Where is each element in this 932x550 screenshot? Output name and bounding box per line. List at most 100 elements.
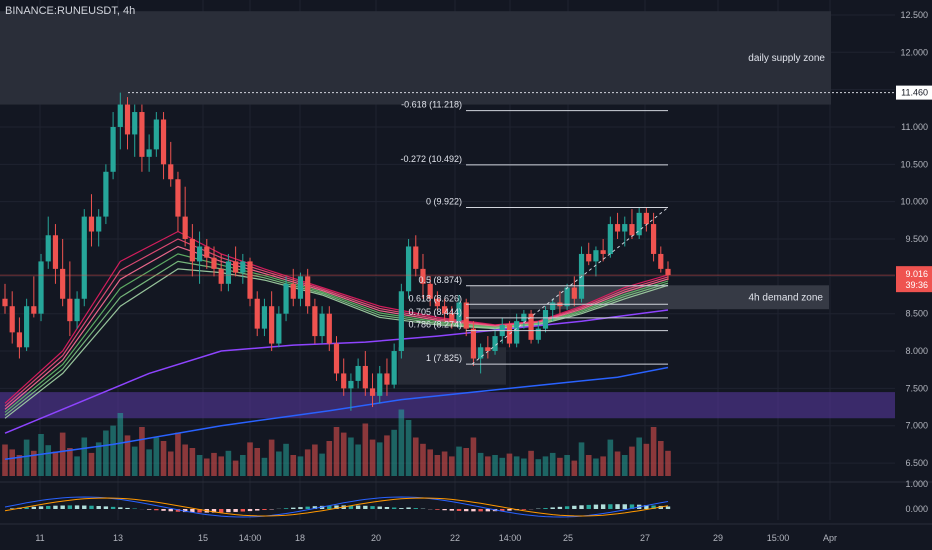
x-tick-label: 14:00 [499, 533, 522, 543]
candle-body [391, 351, 397, 385]
macd-hist-bar [377, 506, 382, 509]
volume-bar [124, 435, 131, 476]
candle-body [96, 216, 102, 232]
macd-hist-bar [435, 509, 440, 510]
macd-hist-bar [521, 509, 527, 510]
candle-body [470, 328, 477, 359]
candle-body [427, 283, 433, 299]
candle-body [60, 268, 66, 299]
candle-body [88, 216, 95, 232]
candle-body [658, 253, 664, 269]
macd-hist-bar [46, 505, 51, 509]
macd-hist-bar [132, 508, 137, 509]
y-tick-label: 7.500 [905, 383, 928, 393]
candle-body [16, 332, 23, 348]
y-tick-label: 10.000 [900, 197, 928, 207]
macd-hist-bar [464, 509, 469, 512]
macd-hist-bar [161, 509, 166, 511]
x-tick-label: 15:00 [767, 533, 790, 543]
volume-bar [657, 441, 664, 476]
candle-body [247, 261, 253, 299]
candle-body [384, 373, 390, 385]
candle-body [449, 313, 455, 322]
fib-level-label: 1 (7.825) [426, 353, 462, 363]
macd-hist-bar [175, 509, 181, 512]
interval-label: 4h [122, 5, 136, 17]
macd-hist-bar [471, 509, 476, 512]
volume-bar [470, 437, 477, 476]
candle-body [9, 306, 15, 333]
volume-bar [23, 439, 30, 476]
candle-body [146, 149, 152, 157]
candle-body [492, 336, 498, 352]
ema-ribbon-line [4, 268, 669, 419]
volume-bar [420, 443, 426, 476]
candle-body [319, 313, 325, 337]
volume-bar [131, 446, 138, 476]
macd-hist-bar [334, 505, 339, 509]
macd-hist-bar [384, 506, 390, 509]
candle-body [665, 268, 671, 276]
candle-body [182, 216, 188, 239]
candle-body [67, 298, 73, 322]
y-tick-label: 9.500 [905, 234, 928, 244]
candle-body [254, 298, 260, 329]
volume-bar [614, 451, 621, 476]
macd-hist-bar [96, 506, 101, 509]
candle-body [614, 224, 621, 232]
candle-body [160, 119, 167, 165]
volume-bar [506, 453, 513, 476]
x-tick-label: 11 [35, 533, 44, 543]
volume-bar [636, 437, 642, 476]
candle-body [362, 365, 368, 389]
volume-bar [477, 452, 484, 476]
fib-level-label: 0 (9.922) [426, 196, 462, 206]
price-badge-text: 9.016 [905, 269, 928, 279]
volume-bar [593, 458, 599, 476]
macd-hist-bar [564, 506, 570, 509]
candle-body [74, 298, 80, 322]
candle-body [261, 306, 268, 329]
volume-bar [276, 451, 282, 476]
volume-bar [52, 451, 59, 476]
ema-ribbon-line [4, 253, 669, 413]
macd-hist-bar [103, 506, 109, 509]
level-badge [896, 85, 932, 100]
macd-hist-bar [211, 509, 217, 513]
macd-hist-bar [593, 504, 599, 509]
volume-bar [319, 453, 325, 476]
macd-hist-bar [125, 507, 130, 509]
volume-bar [67, 448, 73, 476]
macd-signal-line [4, 497, 669, 517]
volume-bar [492, 455, 498, 476]
candle-body [528, 313, 534, 340]
macd-hist-bar [283, 508, 289, 509]
candle-body [218, 268, 224, 284]
macd-hist-bar [305, 506, 310, 509]
candle-body [478, 347, 484, 359]
candle-body [81, 216, 87, 299]
candle-body [153, 119, 159, 150]
y-tick-label: 12.000 [900, 47, 928, 57]
volume-bar [196, 455, 203, 476]
candle-body [405, 246, 412, 292]
volume-bar [218, 456, 224, 476]
volume-bar [348, 437, 354, 476]
volume-bar [312, 444, 318, 476]
volume-bar [146, 449, 152, 476]
candle-body [535, 328, 541, 340]
y-tick-label: 8.000 [905, 346, 928, 356]
candle-body [413, 246, 419, 269]
volume-bar [297, 456, 304, 476]
volume-bar [391, 429, 397, 476]
candle-body [506, 324, 513, 344]
macd-hist-bar [622, 504, 627, 509]
candle-body [593, 250, 599, 262]
macd-hist-bar [197, 509, 202, 513]
macd-hist-bar [154, 509, 159, 511]
macd-hist-bar [168, 509, 173, 512]
macd-hist-bar [60, 505, 65, 509]
symbol-label: BINANCE:RUNEUSDT [5, 5, 117, 17]
macd-hist-bar [615, 504, 620, 509]
